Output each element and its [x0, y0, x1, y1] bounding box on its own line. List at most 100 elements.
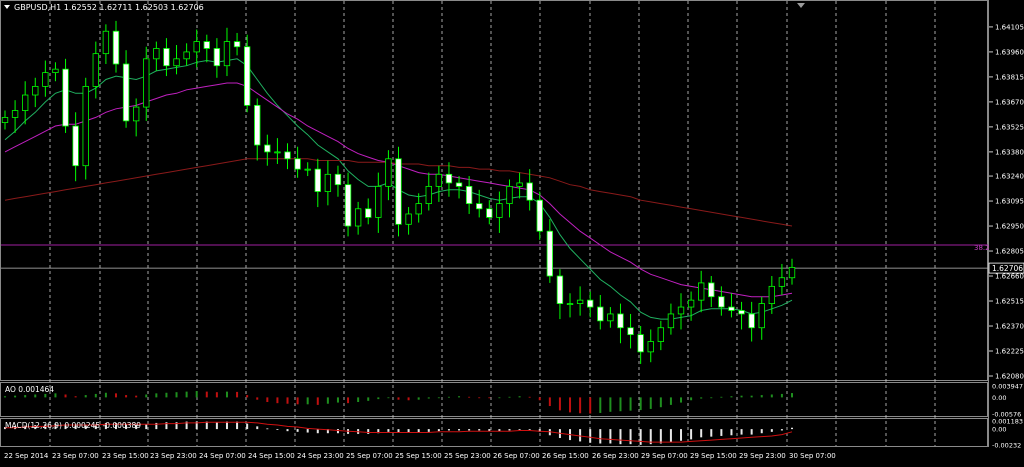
macd-bar — [94, 424, 97, 430]
ao-bar — [791, 393, 793, 398]
ao-bar — [145, 394, 148, 398]
ao-bar — [205, 391, 208, 398]
candle-body — [657, 327, 665, 342]
macd-bar — [84, 424, 87, 430]
candle-body — [728, 306, 735, 311]
ao-bar — [659, 397, 662, 408]
macd-bar — [114, 422, 117, 430]
ao-bar — [528, 396, 531, 398]
ao-bar — [74, 396, 77, 398]
candle-body — [314, 168, 321, 192]
macd-bar — [680, 429, 683, 441]
price-tick-label: 1.62080 — [995, 373, 1024, 381]
macd-bar — [518, 429, 521, 430]
macd-bar — [205, 421, 208, 430]
macd-bar — [609, 429, 612, 444]
ao-bar — [114, 393, 117, 398]
candle-body — [677, 306, 685, 315]
candle-body — [52, 68, 59, 74]
price-tick-label: 1.63670 — [995, 98, 1024, 106]
candle-body — [647, 341, 654, 353]
time-tick-label: 26 Sep 07:00 — [493, 452, 540, 460]
candle-body — [42, 72, 49, 87]
main-pane-header: GBPUSD,H1 1.62552 1.62711 1.62503 1.6270… — [14, 3, 204, 12]
ao-bar — [236, 391, 239, 398]
macd-tick-label: 0.00 — [992, 426, 1006, 434]
macd-bar — [246, 423, 249, 430]
macd-bar — [185, 421, 188, 430]
candle-body — [425, 185, 432, 205]
ao-bar — [498, 397, 501, 399]
candle-body — [385, 158, 392, 187]
ao-bar — [720, 396, 723, 398]
ao-axis: 0.003947 0.00 -0.00576 — [992, 383, 1023, 419]
candle-body — [112, 30, 120, 65]
ao-bar — [760, 395, 763, 398]
macd-bar — [478, 429, 481, 431]
candle-body — [32, 86, 39, 96]
time-tick-label: 24 Sep 23:00 — [297, 452, 344, 460]
macd-bar — [407, 429, 410, 433]
ao-pane-frame — [0, 382, 988, 417]
candle-body — [506, 185, 513, 205]
chart-menu-arrow-icon[interactable] — [4, 5, 10, 9]
macd-bar — [669, 429, 672, 443]
current-price-label: 1.62706 — [992, 264, 1023, 273]
candle-body — [254, 104, 261, 146]
ao-bar — [347, 397, 350, 404]
price-tick-label: 1.63960 — [995, 48, 1024, 56]
candle-body — [627, 327, 634, 336]
ao-bar — [619, 397, 622, 412]
candle-body — [607, 313, 614, 322]
ao-bar — [316, 397, 319, 405]
macd-bar — [155, 422, 158, 430]
ao-bar — [286, 397, 289, 404]
ao-bar — [569, 397, 572, 413]
ao-bar — [195, 391, 198, 398]
vertical-grid — [49, 1, 936, 446]
candle-body — [102, 30, 110, 55]
ao-bar — [256, 397, 259, 400]
candle-body — [153, 48, 160, 60]
candle-body — [708, 282, 715, 298]
macd-bar — [538, 429, 541, 432]
candle-body — [284, 151, 291, 160]
candle-body — [1, 117, 9, 124]
candle-body — [304, 168, 311, 171]
time-tick-label: 24 Sep 15:00 — [248, 452, 295, 460]
candle-body — [122, 63, 130, 122]
macd-histogram — [4, 421, 793, 445]
time-tick-label: 29 Sep 23:00 — [739, 452, 786, 460]
candle-body — [415, 203, 422, 215]
macd-tick-label: 0.001183 — [992, 418, 1023, 426]
macd-bar — [750, 429, 753, 435]
candle-body — [526, 182, 533, 201]
ao-bar — [175, 392, 178, 398]
ao-bar — [589, 397, 592, 414]
ao-bar — [367, 397, 370, 401]
candle-body — [536, 199, 543, 232]
candle-body — [566, 303, 574, 306]
ao-bar — [155, 393, 158, 398]
candle-body — [365, 208, 372, 218]
macd-bar — [236, 421, 239, 430]
macd-bar — [225, 421, 228, 430]
macd-bar — [770, 429, 773, 432]
macd-bar — [649, 429, 652, 445]
candle-body — [92, 53, 99, 87]
candle-body — [758, 303, 765, 329]
ao-bar — [357, 397, 360, 403]
chart-shift-marker-icon[interactable] — [797, 3, 805, 8]
ao-bar — [24, 395, 27, 398]
candle-body — [264, 144, 271, 153]
candle-body — [496, 203, 503, 218]
ao-bar — [336, 397, 339, 403]
candle-body — [274, 151, 281, 154]
time-tick-label: 25 Sep 07:00 — [346, 452, 393, 460]
ao-bar — [437, 397, 440, 399]
time-tick-label: 24 Sep 07:00 — [199, 452, 246, 460]
macd-bar — [175, 422, 178, 430]
time-tick-label: 29 Sep 15:00 — [690, 452, 737, 460]
